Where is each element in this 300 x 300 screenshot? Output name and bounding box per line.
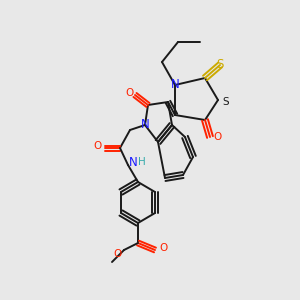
Text: S: S	[216, 58, 224, 71]
Text: N: N	[141, 118, 149, 131]
Text: O: O	[114, 249, 122, 259]
Text: S: S	[223, 97, 229, 107]
Text: H: H	[138, 157, 146, 167]
Text: O: O	[125, 88, 133, 98]
Text: N: N	[171, 79, 179, 92]
Text: O: O	[94, 141, 102, 151]
Text: O: O	[159, 243, 167, 253]
Text: N: N	[129, 155, 137, 169]
Text: O: O	[214, 132, 222, 142]
